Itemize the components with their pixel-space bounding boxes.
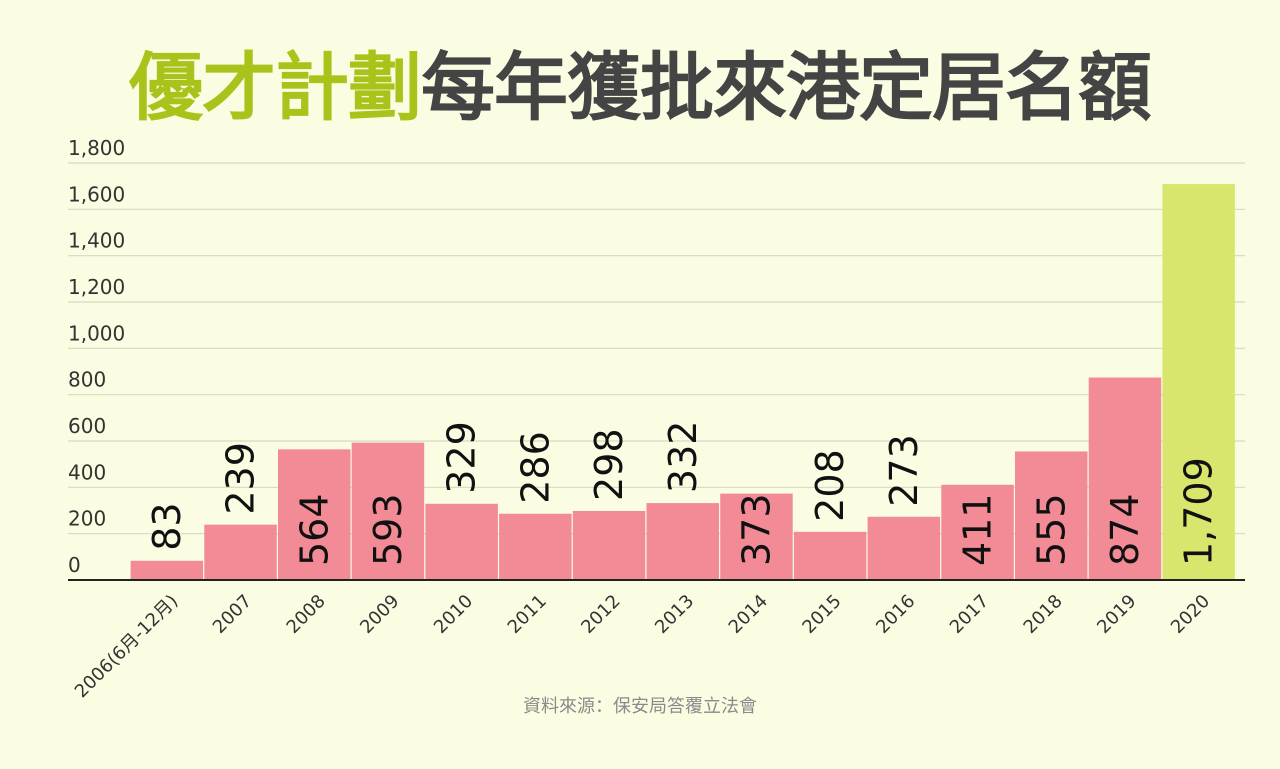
data-label: 874 [1103, 493, 1147, 566]
bar [941, 484, 1014, 580]
x-tick-label: 2015 [798, 591, 845, 638]
data-label: 273 [882, 434, 926, 507]
bar [1088, 377, 1162, 580]
y-tick-label: 200 [68, 507, 106, 531]
x-tick-label: 2006(6月-12月) [71, 591, 183, 703]
bar [867, 516, 941, 580]
bar [204, 524, 277, 580]
x-tick-label: 2009 [356, 591, 403, 638]
y-tick-label: 1,800 [68, 136, 125, 160]
data-label: 1,709 [1177, 457, 1221, 566]
bar [720, 493, 793, 580]
x-tick-label: 2019 [1093, 591, 1140, 638]
data-label: 239 [219, 442, 263, 515]
x-tick-label: 2014 [725, 591, 772, 638]
x-tick-label: 2017 [946, 591, 993, 638]
y-tick-label: 1,400 [68, 229, 125, 253]
data-label: 83 [145, 502, 189, 550]
bar [499, 513, 572, 580]
y-tick-label: 600 [68, 414, 106, 438]
y-tick-label: 1,600 [68, 182, 125, 206]
bar [1162, 184, 1235, 580]
data-label: 329 [440, 421, 484, 494]
y-tick-label: 0 [68, 553, 81, 577]
data-label: 555 [1029, 493, 1073, 566]
y-tick-label: 400 [68, 460, 106, 484]
data-label: 332 [661, 421, 705, 494]
y-tick-label: 1,000 [68, 321, 125, 345]
bar [278, 449, 351, 580]
data-label: 286 [513, 431, 557, 504]
x-tick-label: 2016 [872, 591, 919, 638]
bar [646, 503, 719, 580]
x-tick-label: 2013 [651, 591, 698, 638]
data-label: 373 [734, 493, 778, 566]
data-label: 298 [587, 428, 631, 501]
x-tick-label: 2011 [504, 591, 551, 638]
title-highlight: 優才計劃 [129, 45, 422, 131]
x-tick-label: 2008 [283, 591, 330, 638]
x-tick-label: 2018 [1020, 591, 1067, 638]
x-tick-label: 2010 [430, 591, 477, 638]
data-label: 208 [808, 449, 852, 522]
data-label: 411 [956, 493, 1000, 566]
bar [130, 560, 204, 580]
source-note: 資料來源：保安局答覆立法會 [523, 696, 757, 717]
title-rest: 每年獲批來港定居名額 [421, 45, 1152, 131]
bar [572, 510, 646, 580]
x-tick-label: 2012 [577, 591, 624, 638]
bar [425, 503, 498, 580]
y-tick-label: 1,200 [68, 275, 125, 299]
data-label: 564 [292, 493, 336, 566]
chart-title: 優才計劃每年獲批來港定居名額 [0, 28, 1280, 135]
bar [351, 442, 425, 580]
data-label: 593 [366, 493, 410, 566]
bar [1015, 451, 1088, 580]
y-tick-label: 800 [68, 368, 106, 392]
bar [793, 531, 867, 580]
x-tick-label: 2020 [1167, 591, 1214, 638]
x-tick-label: 2007 [209, 591, 256, 638]
